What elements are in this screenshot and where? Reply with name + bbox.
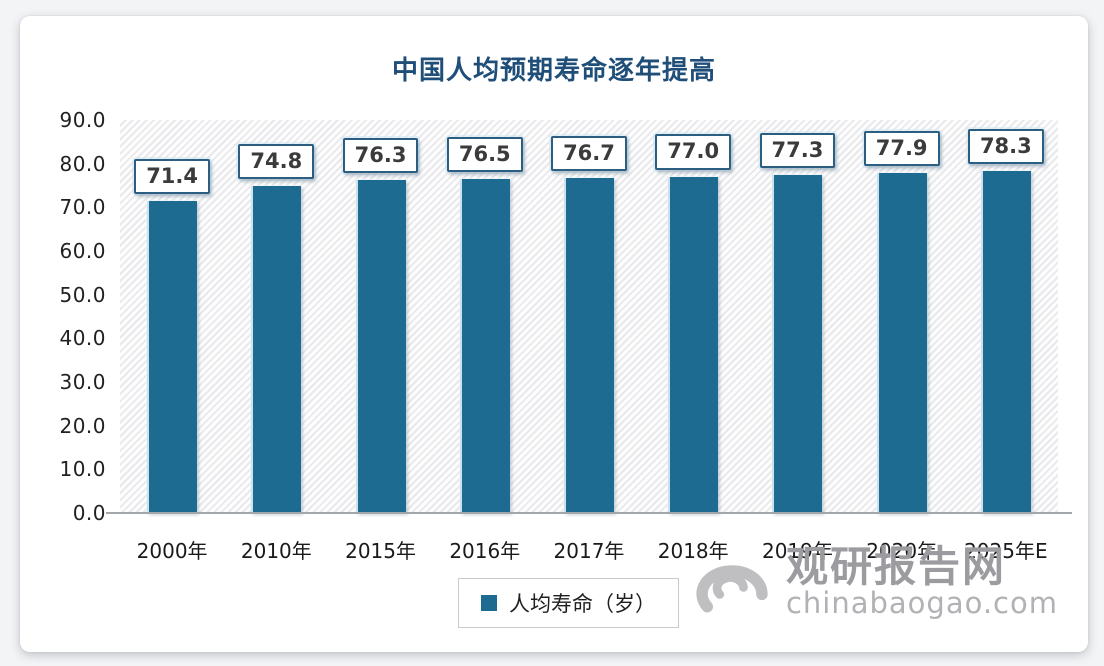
- bar: [772, 175, 823, 513]
- plot-area: 71.4 74.8 76.3 76.5 76.7 77.0 77.3 77.9 78.3: [120, 120, 1058, 513]
- y-tick-label: 90.0: [59, 108, 106, 132]
- bar: [459, 178, 510, 513]
- bar-value-label: 77.0: [655, 134, 732, 170]
- bar: [876, 172, 927, 513]
- x-axis-label: 2016年: [449, 539, 521, 563]
- x-axis-label: 2018年: [657, 539, 729, 563]
- y-tick-label: 40.0: [59, 326, 106, 351]
- bar-group: 76.3: [328, 120, 432, 513]
- bar-group: 78.3: [954, 120, 1058, 513]
- bar: [980, 171, 1031, 513]
- bar: [147, 201, 198, 513]
- bar: [668, 176, 719, 513]
- y-tick-label: 10.0: [59, 457, 106, 482]
- bar: [251, 186, 302, 513]
- bar-group: 77.9: [850, 120, 954, 513]
- bar-group: 74.8: [224, 120, 328, 513]
- bar: [563, 178, 614, 513]
- y-axis: 90.0 80.0 70.0 60.0 50.0 40.0 30.0 20.0 10.0 0.0: [20, 108, 106, 525]
- bar-group: 77.0: [641, 120, 745, 513]
- x-axis-label: 2010年: [240, 539, 312, 563]
- legend-row: 人均寿命（岁）: [458, 578, 679, 628]
- bar-value-label: 76.5: [446, 136, 523, 172]
- chart-card: 中国人均预期寿命逐年提高 90.0 80.0 70.0 60.0 50.0 40.0 30.…: [20, 16, 1088, 652]
- y-tick-label: 80.0: [59, 151, 106, 176]
- x-axis-label: 2000年: [136, 539, 208, 563]
- y-tick-label: 50.0: [59, 282, 106, 307]
- chart-title: 中国人均预期寿命逐年提高: [391, 56, 716, 86]
- y-tick-label: 0.0: [72, 501, 106, 525]
- x-axis-label: 2020年: [866, 539, 938, 563]
- bar-value-label: 77.9: [863, 130, 940, 166]
- bar-group: 76.5: [433, 120, 537, 513]
- bar-value-label: 71.4: [134, 158, 211, 195]
- x-axis-label: 2025年E: [964, 539, 1048, 563]
- x-axis-label: 2015年: [345, 539, 416, 563]
- bar: [355, 179, 406, 513]
- y-tick-label: 60.0: [59, 238, 106, 263]
- bar-group: 77.3: [745, 120, 849, 513]
- legend-swatch-icon: [481, 595, 497, 611]
- y-tick-label: 30.0: [59, 369, 106, 394]
- bar-value-label: 76.3: [342, 137, 419, 173]
- bar-group: 76.7: [537, 120, 641, 513]
- y-tick-label: 70.0: [59, 195, 106, 220]
- legend-label: 人均寿命（岁）: [509, 592, 656, 616]
- watermark-url: chinabaogao.com: [785, 586, 1058, 621]
- bar-value-label: 77.3: [759, 133, 836, 169]
- x-axis-line: [106, 512, 1072, 514]
- x-axis-label: 2019年: [761, 539, 833, 563]
- y-tick-label: 20.0: [59, 413, 106, 438]
- x-axis-label: 2017年: [553, 539, 625, 563]
- legend: 人均寿命（岁）: [458, 578, 679, 628]
- bar-group: 71.4: [120, 120, 224, 513]
- bar-value-label: 74.8: [238, 144, 315, 180]
- bar-value-label: 76.7: [551, 135, 627, 172]
- bar-value-label: 78.3: [967, 128, 1044, 165]
- x-axis: 2000年 2010年 2015年 2016年 2017年 2018年 2019年 2020年…: [120, 535, 1058, 564]
